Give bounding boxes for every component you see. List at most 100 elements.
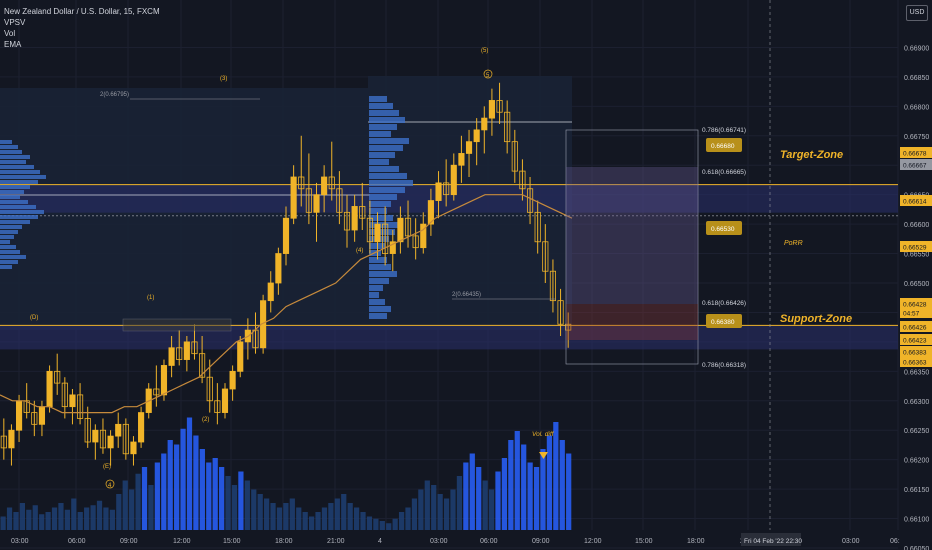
axis-price-tag-text: 0.66667 [903, 163, 927, 170]
axis-price-tag-text: 0.66363 [903, 360, 927, 367]
volume-bar [431, 485, 437, 530]
y-tick-label: 0.66100 [904, 517, 929, 524]
volume-bar [51, 507, 58, 530]
volume-bar [386, 523, 392, 530]
candle-body [496, 100, 503, 113]
volume-bar [84, 507, 90, 530]
candle-body [46, 370, 53, 408]
indicator-vol[interactable]: Vol [4, 29, 16, 38]
profile-bar [0, 240, 10, 244]
candle-body [199, 353, 206, 378]
volume-bar [13, 512, 19, 530]
fib-level-label: 0.786(0.66318) [702, 362, 746, 369]
volume-bar [90, 505, 96, 530]
volume-bar [148, 485, 154, 530]
profile-bar [0, 195, 20, 199]
volume-bar [373, 518, 379, 530]
fib-level-label: 0.786(0.66741) [702, 127, 746, 134]
axis-price-tag [900, 147, 932, 158]
profile-bar [0, 200, 28, 204]
y-tick-label: 0.66550 [904, 252, 929, 259]
candle-body [214, 400, 221, 413]
candle-body [465, 141, 473, 154]
volume-bar [398, 512, 405, 530]
volume-bar [424, 480, 430, 530]
volume-bar [308, 516, 315, 530]
candle-body [481, 117, 488, 131]
profile-bar [0, 215, 38, 219]
volume-bar [26, 509, 32, 530]
candle-body [504, 111, 511, 143]
candle-body [328, 176, 335, 190]
candle-body [549, 270, 557, 302]
price-tag [706, 314, 742, 328]
volume-bar [508, 440, 514, 530]
profile-bar [369, 138, 409, 144]
candle-body [336, 188, 343, 213]
candle-body [153, 388, 160, 396]
profile-bar [0, 175, 46, 179]
volume-bar [225, 476, 231, 530]
volume-bar [122, 480, 128, 530]
candle-body [183, 341, 190, 360]
profile-bar [369, 278, 389, 284]
volume-bar [276, 507, 283, 530]
volume-bar [328, 503, 334, 530]
y-tick-label: 0.66500 [904, 281, 929, 288]
y-tick-label: 0.66600 [904, 222, 929, 229]
volume-bar [257, 494, 263, 530]
candle-body [389, 241, 396, 254]
indicator-ema[interactable]: EMA [4, 40, 22, 49]
volume-bar [109, 509, 115, 530]
candle-body [488, 100, 495, 119]
candle-body [8, 429, 15, 449]
y-tick-label: 0.66350 [904, 369, 929, 376]
candle-body [458, 153, 465, 166]
volume-bar [456, 476, 463, 530]
candle-body [69, 394, 76, 408]
candle-body [427, 200, 434, 225]
candle-body [374, 223, 381, 243]
profile-bar [369, 194, 397, 200]
volume-bar [238, 471, 244, 530]
volume-bar [6, 507, 13, 530]
volume-bar [116, 494, 122, 530]
volume-bar [302, 512, 308, 530]
volume-bar [450, 489, 456, 530]
indicator-vpsv[interactable]: VPSV [4, 18, 26, 27]
profile-bar [0, 185, 30, 189]
volume-bar [360, 512, 366, 530]
volume-bar [566, 453, 572, 530]
candle-body [557, 300, 564, 325]
candle-body [107, 435, 114, 449]
profile-bar [0, 245, 16, 249]
candle-body [351, 206, 358, 231]
volume-bar [347, 503, 353, 530]
candle-body [168, 347, 175, 366]
volume-bar [289, 498, 295, 530]
axis-price-tag-text: 0.66678 [903, 151, 927, 158]
volume-bar [167, 440, 173, 530]
volume-bar [321, 507, 328, 530]
volume-bar [411, 498, 418, 530]
volume-bar [129, 489, 135, 530]
volume-bar [231, 485, 238, 530]
profile-bar [0, 235, 14, 239]
volume-bar [405, 507, 411, 530]
profile-bar [0, 165, 34, 169]
volume-bar [533, 467, 540, 530]
profile-bar [369, 166, 399, 172]
candle-body [31, 412, 38, 425]
candle-body [176, 347, 183, 360]
volume-bar [270, 503, 276, 530]
volume-bar [476, 467, 482, 530]
currency-label[interactable]: USD [906, 5, 928, 21]
x-tick-label: 06: [890, 538, 900, 545]
volume-bar [219, 467, 225, 530]
profile-bar [369, 229, 395, 235]
volume-bar [141, 467, 148, 530]
x-tick-label: 06:00 [68, 538, 86, 545]
fib-box-lower [566, 304, 698, 340]
volume-bar [154, 462, 160, 530]
